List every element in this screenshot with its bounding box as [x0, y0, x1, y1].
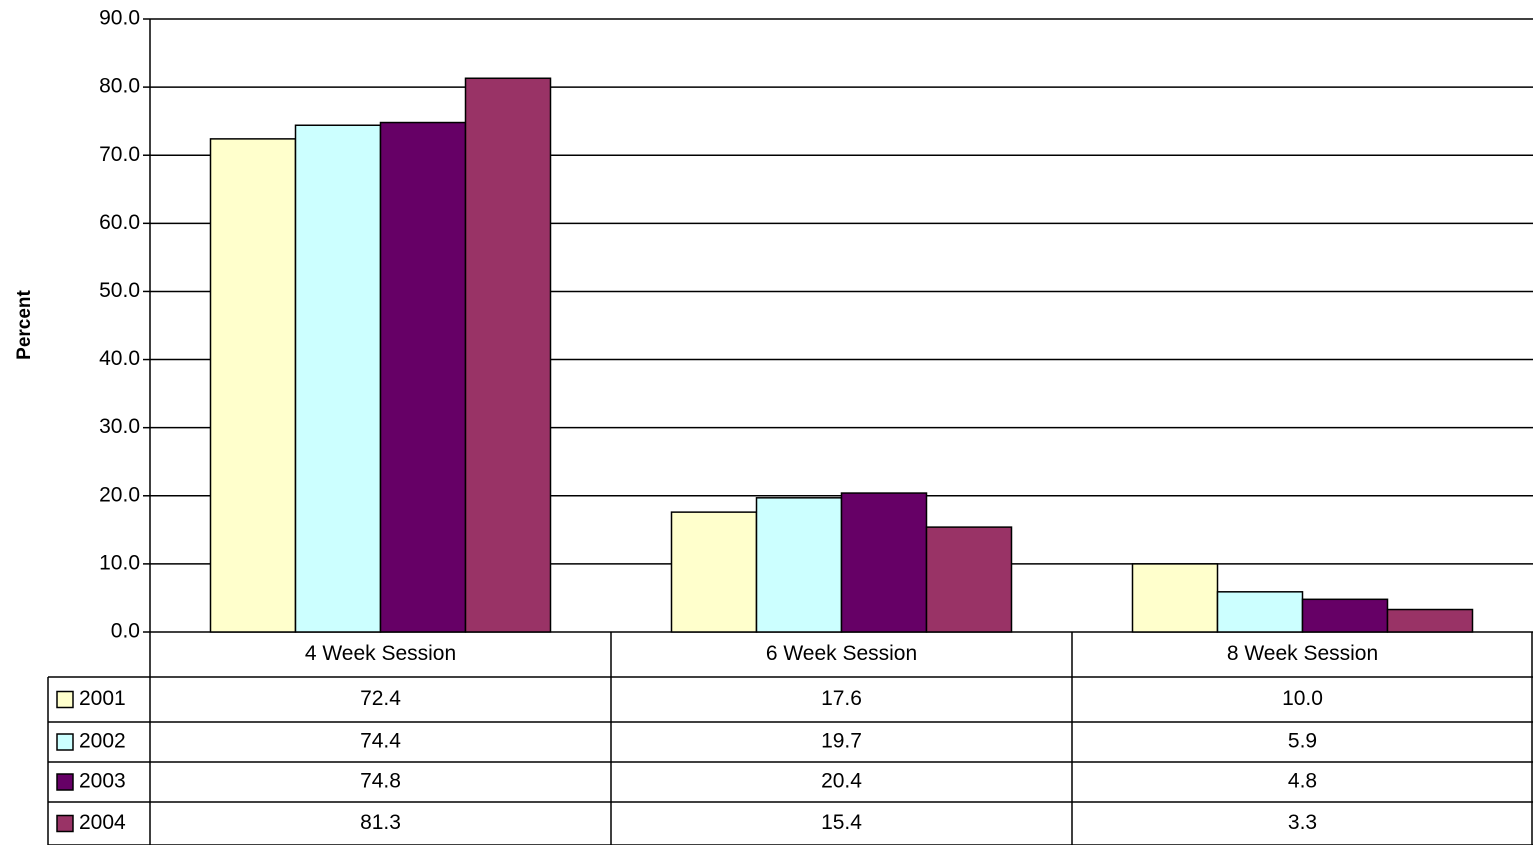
table-cell: 19.7	[821, 730, 862, 753]
x-tick-label: 8 Week Session	[1227, 642, 1378, 665]
legend-swatch	[56, 814, 74, 833]
bar	[755, 497, 843, 633]
bar	[670, 511, 758, 633]
legend-label: 2002	[79, 730, 126, 753]
bar	[1216, 591, 1304, 633]
table-cell: 72.4	[360, 687, 401, 710]
x-tick-label: 4 Week Session	[305, 642, 456, 665]
table-cell: 81.3	[360, 811, 401, 834]
legend-label: 2003	[79, 770, 126, 793]
y-tick-label: 60.0	[99, 211, 140, 234]
y-tick-label: 50.0	[99, 279, 140, 302]
bar	[379, 121, 467, 633]
table-cell: 74.8	[360, 770, 401, 793]
y-tick-label: 80.0	[99, 75, 140, 98]
legend-swatch	[56, 690, 74, 709]
legend-swatch	[56, 773, 74, 791]
table-cell: 20.4	[821, 770, 862, 793]
x-tick-label: 6 Week Session	[766, 642, 917, 665]
y-axis-title: Percent	[14, 289, 35, 359]
bar	[840, 492, 928, 633]
table-cell: 10.0	[1282, 687, 1323, 710]
legend-label: 2001	[79, 687, 126, 710]
bar	[1301, 598, 1389, 633]
legend-label: 2004	[79, 811, 126, 834]
table-cell: 74.4	[360, 730, 401, 753]
y-tick-label: 10.0	[99, 551, 140, 574]
bar	[1386, 608, 1474, 633]
legend-swatch	[56, 733, 74, 751]
bar	[464, 77, 552, 633]
table-cell: 5.9	[1288, 730, 1317, 753]
bar	[925, 526, 1013, 633]
bar	[294, 124, 382, 633]
y-tick-label: 90.0	[99, 7, 140, 30]
y-tick-label: 30.0	[99, 415, 140, 438]
table-cell: 15.4	[821, 811, 862, 834]
table-cell: 3.3	[1288, 811, 1317, 834]
table-cell: 17.6	[821, 687, 862, 710]
bar	[1131, 563, 1219, 633]
y-tick-label: 70.0	[99, 143, 140, 166]
y-tick-label: 20.0	[99, 483, 140, 506]
table-cell: 4.8	[1288, 770, 1317, 793]
y-tick-label: 40.0	[99, 347, 140, 370]
bar	[209, 138, 297, 633]
y-tick-label: 0.0	[111, 620, 140, 643]
